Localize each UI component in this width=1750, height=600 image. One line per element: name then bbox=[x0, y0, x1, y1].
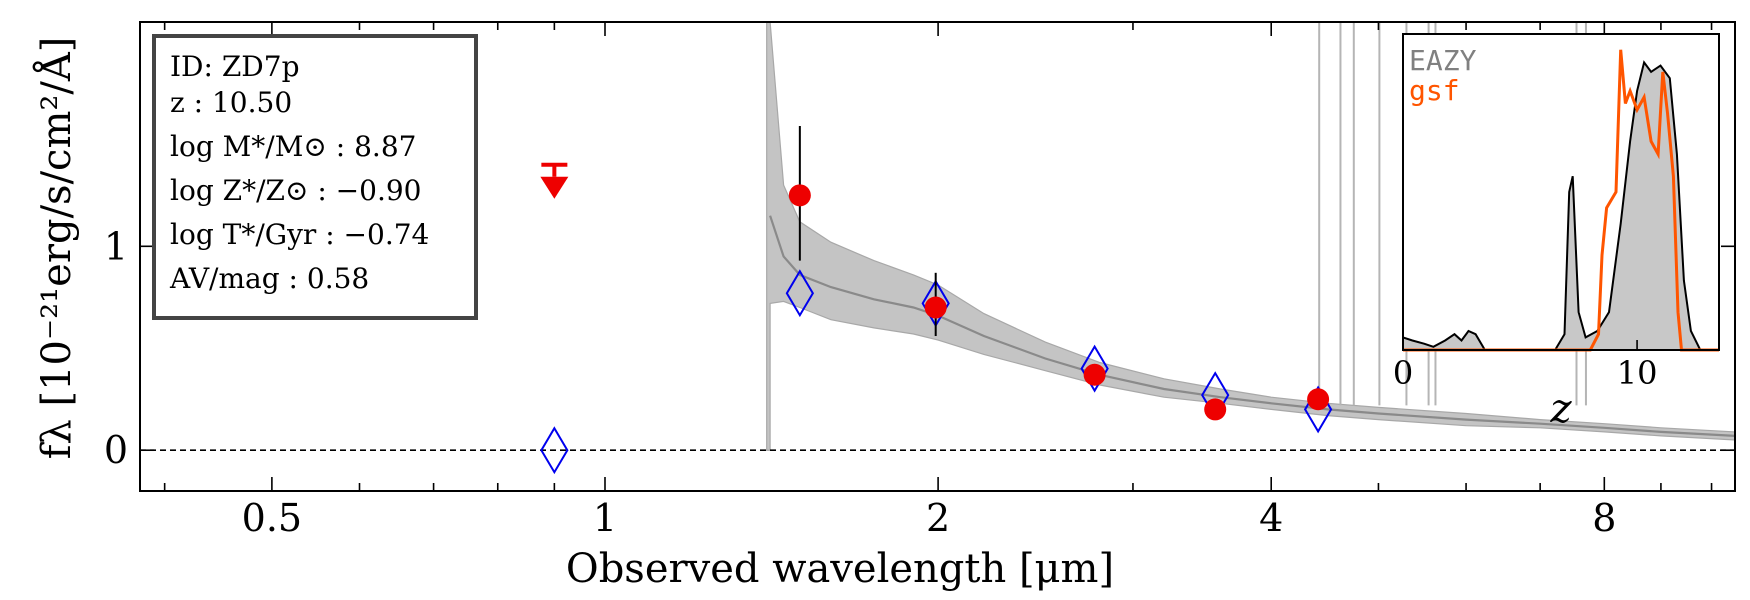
inset-legend-eazy: EAZY bbox=[1409, 44, 1477, 77]
inset-frame bbox=[1402, 33, 1720, 351]
model-spectrum-median-line bbox=[769, 215, 1736, 437]
observed-photometry bbox=[788, 125, 1330, 421]
inset-eazy-line bbox=[1402, 60, 1719, 351]
x-tick-label-0: 0.5 bbox=[242, 496, 302, 540]
info-line-age: log T*/Gyr : −0.74 bbox=[170, 218, 429, 251]
inset-x-tick-label-0: 0 bbox=[1393, 354, 1413, 392]
x-tick-label-2: 2 bbox=[926, 496, 950, 540]
model-point-3 bbox=[1080, 344, 1109, 393]
observed-point-3 bbox=[1204, 398, 1227, 421]
inset-gsf-line bbox=[1403, 49, 1719, 352]
info-line-stellar-mass: log M*/M⊙ : 8.87 bbox=[170, 130, 416, 163]
y-tick-label-1: 1 bbox=[104, 224, 128, 268]
observed-point-1 bbox=[924, 296, 947, 319]
observed-point-4 bbox=[1307, 388, 1330, 411]
x-tick-label-3: 4 bbox=[1259, 496, 1283, 540]
x-axis-label: Observed wavelength [μm] bbox=[566, 546, 1114, 592]
inset-x-axis-label: z bbox=[1549, 386, 1572, 432]
inset-legend-gsf: gsf bbox=[1409, 74, 1460, 107]
observed-point-0 bbox=[788, 184, 811, 207]
inset-eazy-fill bbox=[1403, 62, 1719, 351]
info-box-frame bbox=[152, 34, 478, 320]
observed-point-2 bbox=[1083, 363, 1106, 386]
model-spectrum-median bbox=[769, 215, 1736, 437]
x-tick-label-4: 8 bbox=[1592, 496, 1616, 540]
y-axis-label: fλ [10⁻²¹erg/s/cm²/Å] bbox=[33, 37, 80, 460]
model-point-1 bbox=[785, 269, 815, 318]
x-tick-label-1: 1 bbox=[593, 496, 617, 540]
inset-x-tick-label-1: 10 bbox=[1617, 354, 1658, 392]
upper-limit-arrow-0 bbox=[540, 176, 569, 199]
info-line-dust: AV/mag : 0.58 bbox=[169, 262, 369, 295]
info-box: ID: ZD7p z : 10.50 log M*/M⊙ : 8.87 log … bbox=[152, 34, 478, 320]
model-point-0 bbox=[540, 426, 569, 475]
redshift-pdf-inset: 0 10 EAZY gsf z bbox=[1393, 33, 1720, 432]
inset-axes: 0 10 bbox=[1393, 340, 1658, 392]
info-line-id: ID: ZD7p bbox=[170, 50, 300, 83]
info-line-metallicity: log Z*/Z⊙ : −0.90 bbox=[170, 174, 421, 207]
main-axes: 0.5 1 2 4 8 0 1 bbox=[104, 21, 1736, 540]
upper-limits bbox=[540, 162, 569, 199]
info-line-redshift: z : 10.50 bbox=[170, 86, 292, 119]
inset-series bbox=[1402, 49, 1719, 352]
y-tick-label-0: 0 bbox=[104, 428, 128, 472]
